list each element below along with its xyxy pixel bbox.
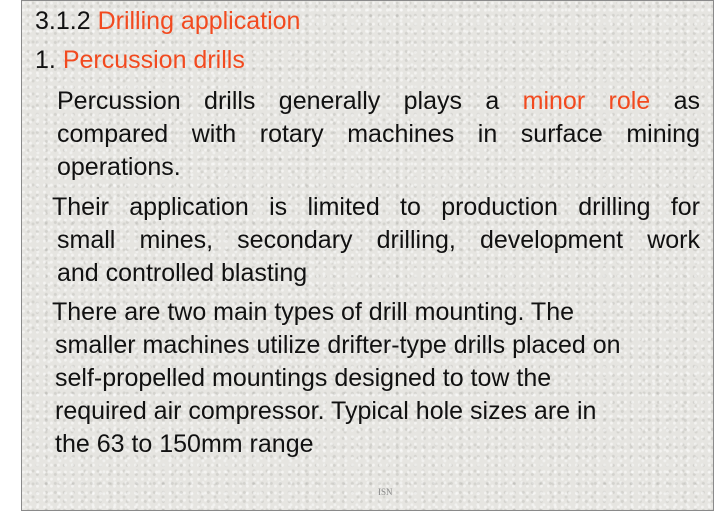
paragraph-line: the 63 to 150mm range — [55, 430, 314, 458]
paragraph-application: Their application is limited to producti… — [52, 191, 700, 290]
text-run: as — [673, 87, 700, 115]
paragraph-line: and controlled blasting — [57, 259, 308, 287]
subsection-number: 1. — [35, 46, 56, 74]
paragraph-line: There are two main types of drill mounti… — [52, 298, 575, 326]
section-title: Drilling application — [97, 7, 301, 35]
paragraph-line: Their application is limited to producti… — [52, 193, 700, 221]
paragraph-mounting: There are two main types of drill mounti… — [52, 296, 700, 461]
slide: 3.1.2 Drilling application 1. Percussion… — [21, 0, 714, 511]
section-heading: 3.1.2 Drilling application — [35, 6, 300, 36]
paragraph-line: self-propelled mountings designed to tow… — [55, 364, 552, 392]
subsection-heading: 1. Percussion drills — [35, 45, 245, 75]
paragraph-line: compared with rotary machines in surface… — [57, 120, 700, 148]
paragraph-line: small mines, secondary drilling, develop… — [57, 226, 700, 254]
subsection-title: Percussion drills — [62, 46, 245, 74]
paragraph-line: operations. — [57, 153, 181, 181]
paragraph-line: Percussion drills generally plays a mino… — [57, 85, 700, 118]
paragraph-line: smaller machines utilize drifter-type dr… — [55, 331, 621, 359]
highlight-minor-role: minor role — [522, 87, 651, 115]
section-number: 3.1.2 — [35, 7, 91, 35]
text-run: Percussion drills generally plays a — [57, 87, 500, 115]
footer-initials: ISN — [378, 487, 393, 497]
paragraph-line: required air compressor. Typical hole si… — [55, 397, 597, 425]
paragraph-minor-role: Percussion drills generally plays a mino… — [57, 85, 700, 184]
